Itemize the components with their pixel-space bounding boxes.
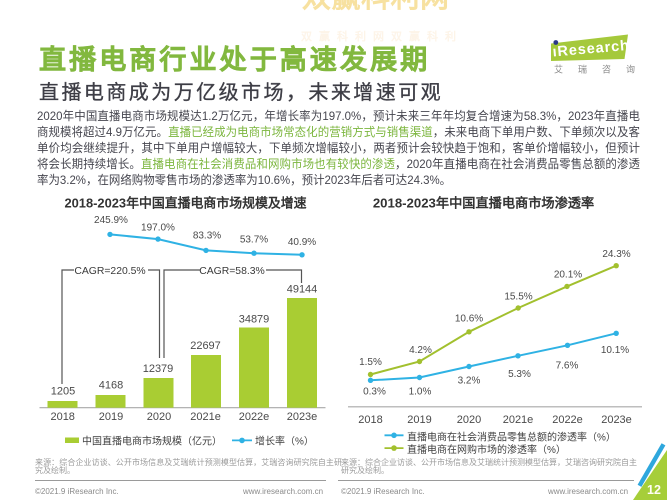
svg-text:15.5%: 15.5% [504,291,532,302]
svg-text:5.3%: 5.3% [508,369,531,380]
svg-text:24.3%: 24.3% [602,249,630,260]
svg-text:1.0%: 1.0% [409,387,432,398]
svg-text:34879: 34879 [239,314,270,326]
svg-text:40.9%: 40.9% [288,237,316,248]
svg-text:2018: 2018 [358,414,382,426]
svg-text:增长率（%）: 增长率（%） [255,435,314,448]
svg-text:CAGR=220.5%: CAGR=220.5% [74,266,145,277]
svg-text:2018-2023年中国直播电商市场渗透率: 2018-2023年中国直播电商市场渗透率 [373,195,594,211]
svg-text:49144: 49144 [287,284,318,296]
svg-text:10.1%: 10.1% [601,345,629,356]
svg-text:ıResearch: ıResearch [552,38,631,61]
svg-text:10.6%: 10.6% [455,313,483,324]
svg-text:CAGR=58.3%: CAGR=58.3% [199,266,265,277]
svg-text:2023e: 2023e [287,411,318,423]
svg-text:2020: 2020 [457,414,481,426]
svg-text:2021e: 2021e [503,414,534,426]
svg-text:3.2%: 3.2% [458,375,481,386]
svg-text:直播电商在社会消费品零售总额的渗透率（%）: 直播电商在社会消费品零售总额的渗透率（%） [407,430,616,443]
svg-text:2020: 2020 [147,411,171,423]
svg-text:2021e: 2021e [190,411,221,423]
svg-text:艾瑞咨询: 艾瑞咨询 [554,64,650,75]
svg-text:12: 12 [647,483,661,497]
svg-text:1205: 1205 [51,386,75,398]
svg-text:2022e: 2022e [552,414,583,426]
svg-text:83.3%: 83.3% [193,231,221,242]
svg-text:2019: 2019 [407,414,431,426]
svg-text:53.7%: 53.7% [240,235,268,246]
svg-text:12379: 12379 [143,363,174,375]
svg-text:4168: 4168 [99,380,123,392]
svg-text:20.1%: 20.1% [554,270,582,281]
svg-text:7.6%: 7.6% [556,361,579,372]
svg-text:245.9%: 245.9% [94,215,128,226]
svg-text:2019: 2019 [99,411,123,423]
svg-text:1.5%: 1.5% [359,357,382,368]
svg-text:2018: 2018 [50,411,74,423]
svg-text:2018-2023年中国直播电商市场规模及增速: 2018-2023年中国直播电商市场规模及增速 [64,196,306,211]
svg-text:2023e: 2023e [601,414,632,426]
svg-text:0.3%: 0.3% [363,387,386,398]
svg-text:197.0%: 197.0% [141,223,175,234]
svg-text:中国直播电商市场规模（亿元）: 中国直播电商市场规模（亿元） [82,435,222,448]
svg-text:22697: 22697 [190,340,221,352]
svg-text:4.2%: 4.2% [409,345,432,356]
svg-text:直播电商在网购市场的渗透率（%）: 直播电商在网购市场的渗透率（%） [407,443,566,456]
svg-text:2022e: 2022e [239,411,270,423]
